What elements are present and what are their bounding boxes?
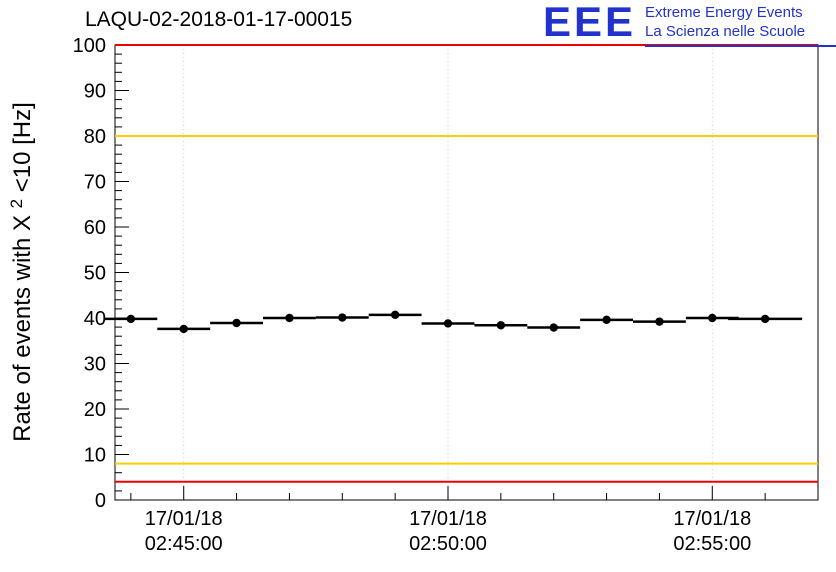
eee-logo-mark: EEE (543, 0, 637, 45)
data-point (549, 323, 558, 332)
y-axis-title-suffix: <10 [Hz] (9, 102, 36, 192)
data-layer (104, 310, 803, 334)
y-tick-label: 60 (84, 217, 106, 239)
chart-title: LAQU-02-2018-01-17-00015 (85, 8, 353, 31)
y-tick-label: 20 (84, 399, 106, 421)
x-tick-label-time: 02:50:00 (409, 533, 487, 555)
y-tick-label: 70 (84, 172, 106, 194)
gridlines-layer (183, 45, 713, 500)
data-point (179, 324, 188, 334)
data-point (390, 310, 400, 320)
data-point (655, 317, 664, 326)
data-point (760, 314, 770, 324)
y-tick-label: 0 (95, 490, 106, 512)
x-tick-label-date: 17/01/18 (409, 508, 487, 530)
tick-labels-layer: 0 10 20 30 40 50 60 70 80 90 100 17/01/18 02:45:00 17… (73, 35, 752, 555)
data-point (602, 315, 611, 325)
eee-logo-taglines: Extreme Energy Events La Scienza nelle S… (645, 4, 836, 47)
data-point (126, 314, 136, 324)
y-axis-title-superscript: 2 (7, 199, 26, 208)
x-tick-label-time: 02:55:00 (673, 533, 751, 555)
logo-tagline-1: Extreme Energy Events (645, 4, 803, 21)
y-tick-label: 10 (84, 445, 106, 467)
x-tick-label-date: 17/01/18 (145, 508, 223, 530)
logo-tagline-2: La Scienza nelle Scuole (645, 22, 806, 40)
y-axis-title: Rate of events with X 2 <10 [Hz] (1, 102, 36, 442)
x-tick-label-time: 02:45:00 (145, 533, 223, 555)
y-axis-title-prefix: Rate of events with X (9, 215, 36, 442)
threshold-lines-layer (115, 44, 818, 483)
data-point (443, 319, 453, 328)
data-point (708, 313, 717, 323)
y-tick-label: 80 (84, 126, 106, 148)
eee-logo: EEE Extreme Energy Events La Scienza nel… (543, 0, 836, 47)
y-tick-label: 50 (84, 263, 106, 285)
y-tick-label: 30 (84, 354, 106, 376)
data-point (285, 313, 294, 323)
data-point (232, 318, 241, 328)
y-tick-label: 40 (84, 308, 106, 330)
x-tick-label-date: 17/01/18 (673, 508, 751, 530)
y-tick-label: 90 (84, 81, 106, 103)
y-tick-label: 100 (73, 35, 106, 57)
data-point (496, 321, 506, 330)
data-point (338, 313, 347, 322)
